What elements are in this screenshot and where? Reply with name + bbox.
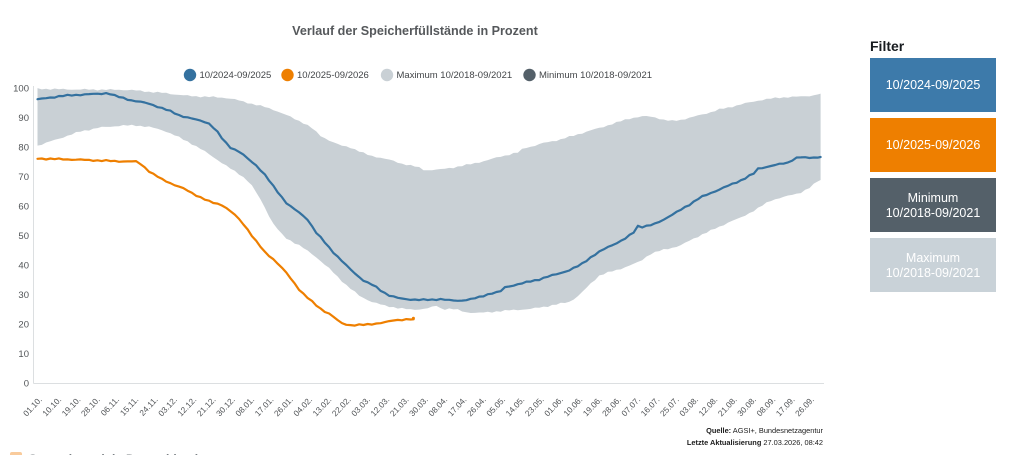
svg-text:90: 90 — [18, 113, 29, 124]
svg-text:28.06.: 28.06. — [600, 395, 623, 419]
svg-text:23.05.: 23.05. — [523, 395, 546, 419]
svg-text:0: 0 — [24, 379, 29, 390]
svg-text:24.11.: 24.11. — [137, 395, 160, 418]
svg-text:Maximum 10/2018-09/2021: Maximum 10/2018-09/2021 — [397, 70, 513, 81]
svg-text:17.04.: 17.04. — [446, 395, 469, 419]
svg-text:30.03.: 30.03. — [407, 395, 430, 419]
svg-text:70: 70 — [18, 172, 29, 183]
svg-text:100: 100 — [13, 84, 29, 95]
svg-text:10.06.: 10.06. — [561, 395, 584, 419]
svg-text:21.08.: 21.08. — [716, 395, 739, 419]
svg-text:05.05.: 05.05. — [484, 395, 507, 419]
svg-text:12.08.: 12.08. — [696, 395, 719, 419]
svg-text:17.01.: 17.01. — [253, 395, 276, 419]
svg-text:10/2024-09/2025: 10/2024-09/2025 — [200, 70, 272, 81]
svg-text:14.05.: 14.05. — [503, 395, 526, 419]
svg-text:03.03.: 03.03. — [349, 395, 372, 419]
svg-text:40: 40 — [18, 261, 29, 272]
svg-text:07.07.: 07.07. — [619, 395, 642, 419]
svg-text:04.02.: 04.02. — [291, 395, 314, 419]
svg-text:03.08.: 03.08. — [677, 395, 700, 419]
svg-text:20: 20 — [18, 320, 29, 331]
svg-text:19.06.: 19.06. — [581, 395, 604, 419]
svg-text:22.02.: 22.02. — [330, 395, 353, 419]
svg-text:12.12.: 12.12. — [175, 395, 198, 419]
svg-text:26.09.: 26.09. — [793, 395, 816, 419]
svg-text:28.10.: 28.10. — [79, 395, 102, 419]
svg-text:26.01.: 26.01. — [272, 395, 295, 419]
svg-text:60: 60 — [18, 202, 29, 213]
svg-text:08.09.: 08.09. — [754, 395, 777, 419]
svg-text:30.12.: 30.12. — [214, 395, 237, 419]
svg-text:Minimum 10/2018-09/2021: Minimum 10/2018-09/2021 — [539, 70, 652, 81]
svg-text:01.10.: 01.10. — [21, 395, 44, 419]
svg-text:06.11.: 06.11. — [99, 395, 122, 418]
svg-text:10.10.: 10.10. — [40, 395, 63, 419]
svg-text:08.01.: 08.01. — [233, 395, 256, 419]
svg-text:21.12.: 21.12. — [195, 395, 218, 419]
svg-text:26.04.: 26.04. — [465, 395, 488, 419]
svg-text:30: 30 — [18, 290, 29, 301]
svg-text:15.11.: 15.11. — [118, 395, 141, 418]
svg-text:16.07.: 16.07. — [639, 395, 662, 419]
svg-text:30.08.: 30.08. — [735, 395, 758, 419]
svg-text:50: 50 — [18, 231, 29, 242]
svg-text:10: 10 — [18, 349, 29, 360]
svg-text:08.04.: 08.04. — [426, 395, 449, 419]
svg-text:03.12.: 03.12. — [156, 395, 179, 419]
svg-text:21.03.: 21.03. — [388, 395, 411, 419]
svg-text:10/2025-09/2026: 10/2025-09/2026 — [297, 70, 369, 81]
svg-text:19.10.: 19.10. — [60, 395, 83, 419]
svg-text:13.02.: 13.02. — [310, 395, 333, 419]
svg-text:25.07.: 25.07. — [658, 395, 681, 419]
svg-text:01.06.: 01.06. — [542, 395, 565, 419]
svg-text:17.09.: 17.09. — [774, 395, 797, 419]
svg-text:12.03.: 12.03. — [368, 395, 391, 419]
svg-text:80: 80 — [18, 143, 29, 154]
